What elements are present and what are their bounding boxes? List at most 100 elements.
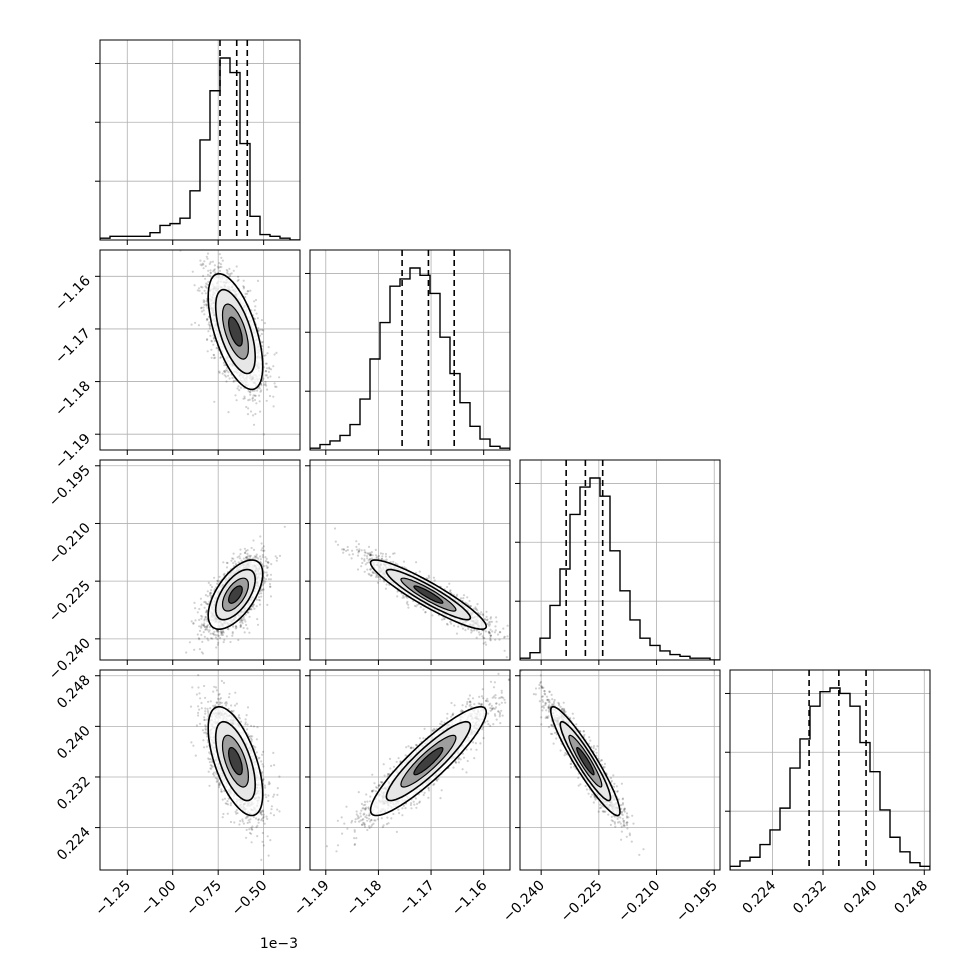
sample-point: [206, 317, 209, 321]
sample-point: [275, 556, 279, 560]
sample-point: [258, 394, 261, 397]
sample-point: [200, 285, 203, 288]
sample-point: [247, 290, 250, 293]
sample-point: [264, 556, 267, 559]
sample-point: [185, 651, 188, 654]
sample-point: [334, 540, 337, 543]
sample-point: [197, 637, 200, 640]
sample-point: [368, 558, 371, 561]
sample-point: [242, 617, 245, 620]
sample-point: [203, 606, 206, 609]
sample-point: [225, 635, 228, 638]
sample-point: [202, 624, 205, 627]
sample-point: [209, 632, 212, 635]
sample-point: [251, 399, 254, 402]
histogram-step: [310, 267, 510, 450]
sample-point: [205, 319, 209, 322]
sample-point: [252, 539, 255, 542]
sample-point: [226, 627, 229, 630]
sample-point: [216, 579, 219, 583]
sample-point: [482, 637, 485, 640]
sample-point: [223, 370, 226, 373]
sample-point: [209, 591, 213, 595]
y-tick-label: −1.18: [52, 378, 94, 420]
sample-point: [204, 626, 207, 629]
sample-point: [229, 272, 232, 276]
sample-point: [253, 555, 256, 558]
sample-point: [246, 552, 249, 556]
sample-point: [199, 259, 202, 262]
sample-point: [221, 633, 224, 637]
sample-point: [216, 346, 219, 349]
sample-point: [222, 631, 225, 634]
sample-point: [228, 377, 231, 380]
sample-point: [482, 642, 485, 645]
sample-point: [226, 369, 229, 372]
sample-point: [263, 383, 266, 386]
sample-point: [238, 389, 241, 392]
sample-point: [214, 633, 217, 637]
sample-point: [239, 624, 242, 627]
sample-point: [204, 615, 207, 619]
sample-point: [205, 625, 208, 628]
sample-point: [424, 610, 427, 614]
sample-point: [200, 306, 203, 309]
sample-point: [258, 334, 262, 337]
scatter-panel: −1.19−1.18−1.17−1.16: [52, 247, 301, 472]
sample-point: [266, 352, 269, 355]
sample-point: [226, 561, 229, 565]
sample-point: [259, 558, 262, 561]
sample-point: [214, 636, 217, 639]
sample-point: [210, 637, 213, 640]
sample-point: [245, 556, 248, 559]
sample-point: [205, 255, 208, 258]
sample-point: [268, 366, 271, 369]
sample-point: [265, 571, 268, 574]
sample-point: [234, 562, 238, 566]
sample-point: [248, 391, 252, 394]
sample-point: [203, 635, 206, 638]
sample-point: [209, 591, 212, 595]
sample-point: [252, 603, 255, 606]
sample-point: [244, 295, 247, 299]
sample-point: [249, 393, 252, 396]
sample-point: [219, 247, 221, 249]
sample-point: [234, 627, 237, 630]
sample-point: [230, 272, 233, 275]
histogram-panel: [305, 249, 511, 455]
sample-point: [251, 397, 254, 400]
sample-point: [231, 376, 234, 379]
sample-point: [396, 590, 399, 593]
sample-point: [225, 380, 228, 383]
sample-point: [240, 559, 243, 562]
sample-point: [218, 370, 221, 373]
sample-point: [233, 560, 236, 563]
sample-point: [260, 332, 263, 336]
panel-frame: [99, 459, 301, 661]
sample-point: [253, 394, 256, 397]
sample-point: [224, 371, 227, 374]
sample-point: [225, 566, 229, 569]
sample-point: [355, 540, 358, 543]
sample-point: [278, 376, 281, 379]
sample-point: [264, 580, 267, 583]
sample-point: [213, 633, 216, 636]
sample-point: [205, 609, 208, 612]
sample-point: [198, 625, 201, 628]
sample-point: [219, 263, 223, 266]
sample-point: [216, 630, 219, 633]
sample-point: [204, 285, 207, 288]
sample-point: [448, 582, 451, 585]
sample-point: [268, 394, 272, 398]
panel-frame: [309, 249, 511, 451]
sample-point: [206, 350, 209, 353]
sample-point: [201, 292, 204, 295]
sample-point: [269, 595, 273, 598]
sample-point: [488, 632, 491, 635]
sample-point: [273, 382, 276, 385]
sample-point: [205, 303, 208, 306]
sample-point: [261, 345, 264, 348]
sample-point: [213, 630, 216, 633]
sample-point: [260, 389, 263, 392]
sample-point: [270, 563, 273, 566]
